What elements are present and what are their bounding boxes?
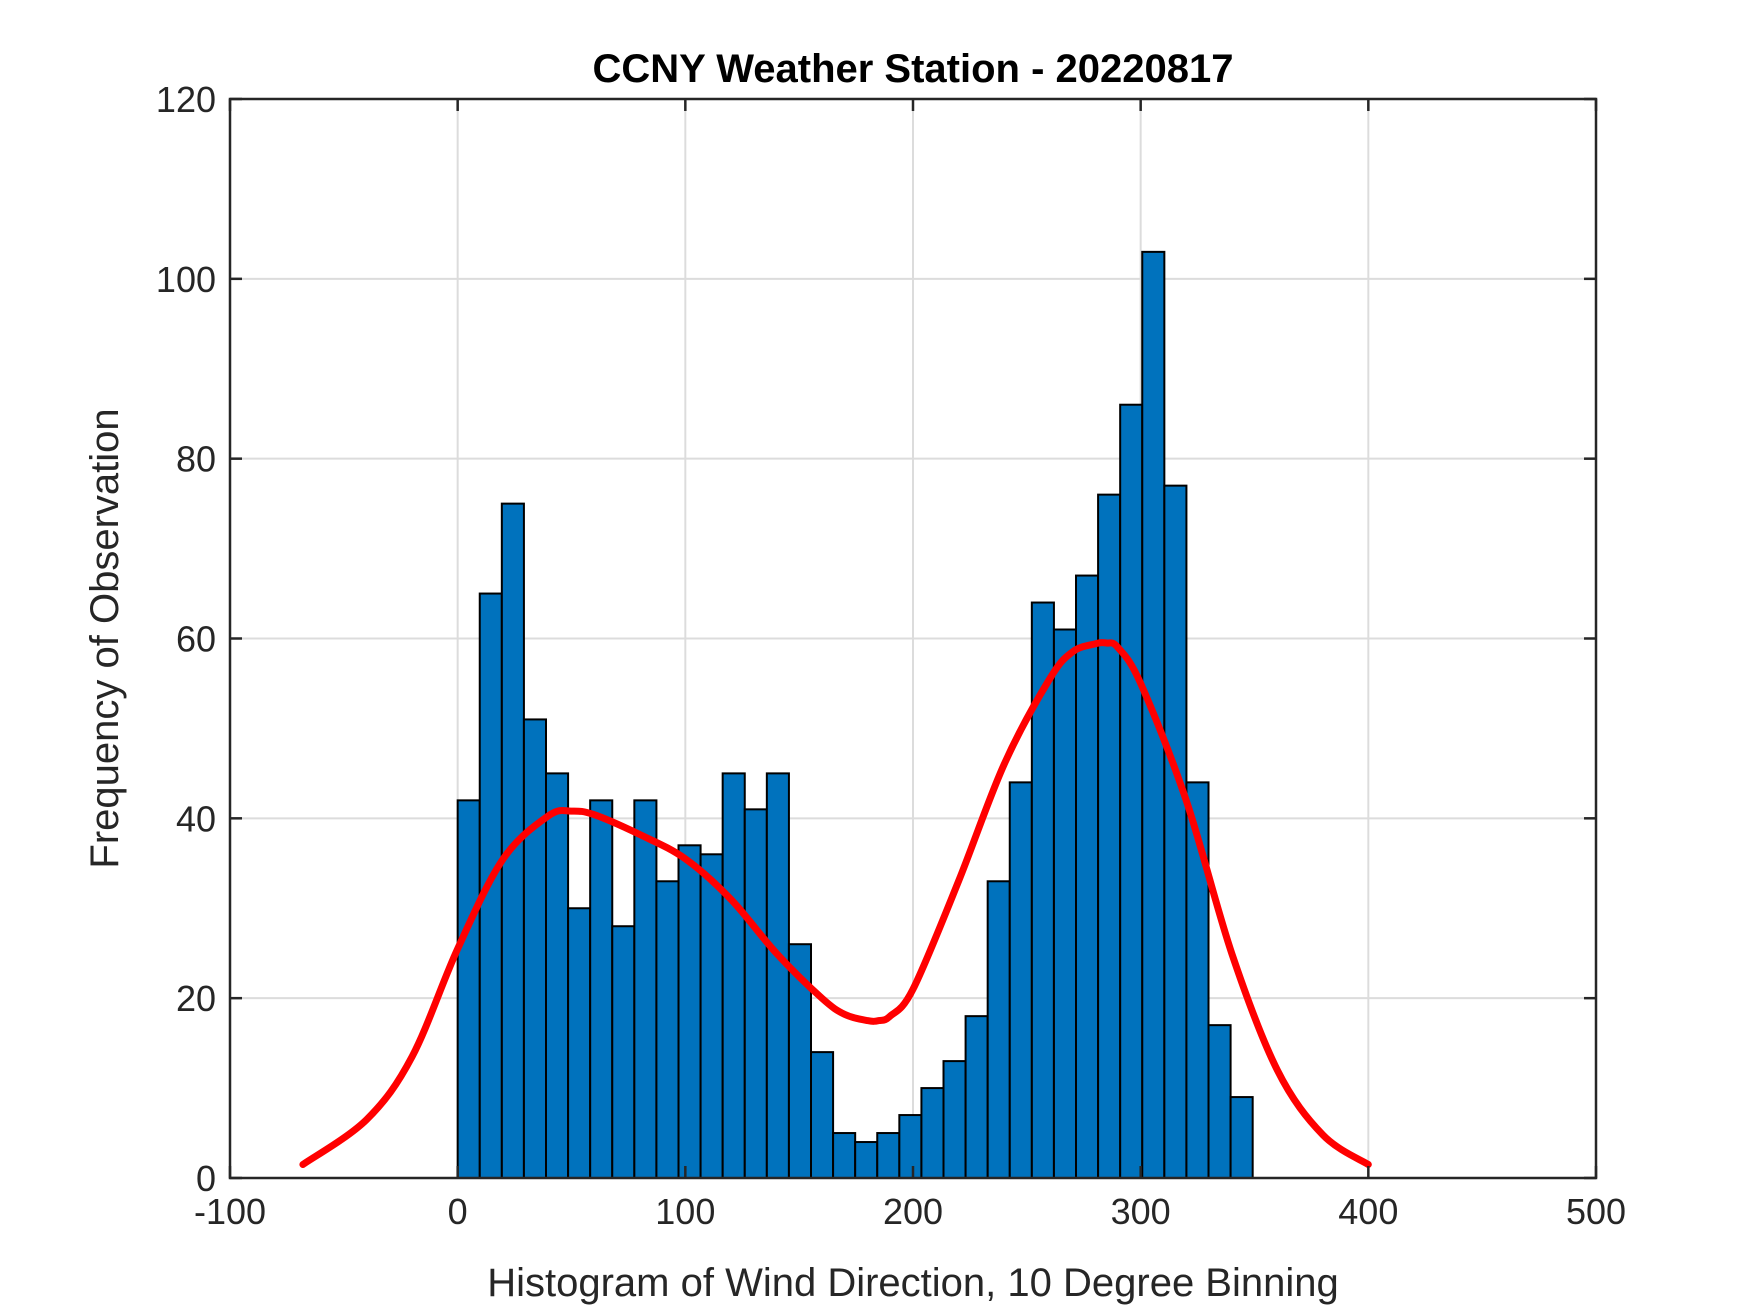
y-axis-label: Frequency of Observation	[83, 408, 127, 868]
histogram-bar	[1097, 493, 1122, 1179]
histogram-bar	[456, 799, 481, 1179]
y-tick-label: 0	[196, 1158, 216, 1199]
histogram-bar	[876, 1132, 901, 1179]
x-tick-label: 400	[1338, 1191, 1398, 1232]
y-tick-label: 60	[176, 619, 216, 660]
histogram-bar	[522, 718, 548, 1179]
histogram-bar	[1119, 403, 1144, 1179]
histogram-bar	[810, 1051, 835, 1180]
histogram-bar	[1229, 1096, 1254, 1179]
histogram-bar	[1207, 1024, 1232, 1180]
y-tick-label: 120	[156, 79, 216, 120]
histogram-bar	[655, 880, 680, 1180]
histogram-bar	[942, 1060, 967, 1179]
y-tick-label: 20	[176, 978, 216, 1019]
histogram-bar	[964, 1015, 989, 1180]
histogram-bar	[1075, 574, 1100, 1179]
y-tick-label: 40	[176, 798, 216, 839]
x-tick-label: 200	[883, 1191, 943, 1232]
histogram-bar	[832, 1132, 857, 1179]
fit-curve-line	[299, 639, 1372, 1168]
histogram-bar	[633, 799, 658, 1179]
chart-title: CCNY Weather Station - 20220817	[593, 47, 1234, 91]
histogram-bar	[677, 844, 702, 1180]
x-tick-label: 500	[1566, 1191, 1626, 1232]
histogram-bar	[1163, 484, 1188, 1179]
histogram-bar	[611, 925, 636, 1179]
x-tick-label: 100	[655, 1191, 715, 1232]
x-tick-label: 0	[448, 1191, 468, 1232]
histogram-bar	[699, 853, 724, 1179]
histogram-bar	[1008, 781, 1033, 1179]
y-tick-label: 100	[156, 259, 216, 300]
histogram-bar	[898, 1114, 923, 1180]
histogram-bar	[589, 799, 614, 1179]
histogram-bar	[1052, 628, 1078, 1179]
y-tick-label: 80	[176, 439, 216, 480]
histogram-bar	[743, 808, 768, 1179]
histogram-bar	[545, 772, 570, 1179]
histogram-bar	[986, 880, 1011, 1180]
histogram-bar	[721, 772, 746, 1179]
x-axis-label: Histogram of Wind Direction, 10 Degree B…	[487, 1261, 1339, 1305]
x-tick-label: -100	[194, 1191, 266, 1232]
axis-ticks	[228, 97, 1598, 1180]
x-tick-label: 300	[1111, 1191, 1171, 1232]
histogram-bars	[456, 250, 1254, 1180]
histogram-bar	[567, 907, 592, 1179]
histogram-bar	[920, 1087, 945, 1180]
histogram-bar	[765, 772, 790, 1179]
histogram-bar	[854, 1141, 879, 1179]
